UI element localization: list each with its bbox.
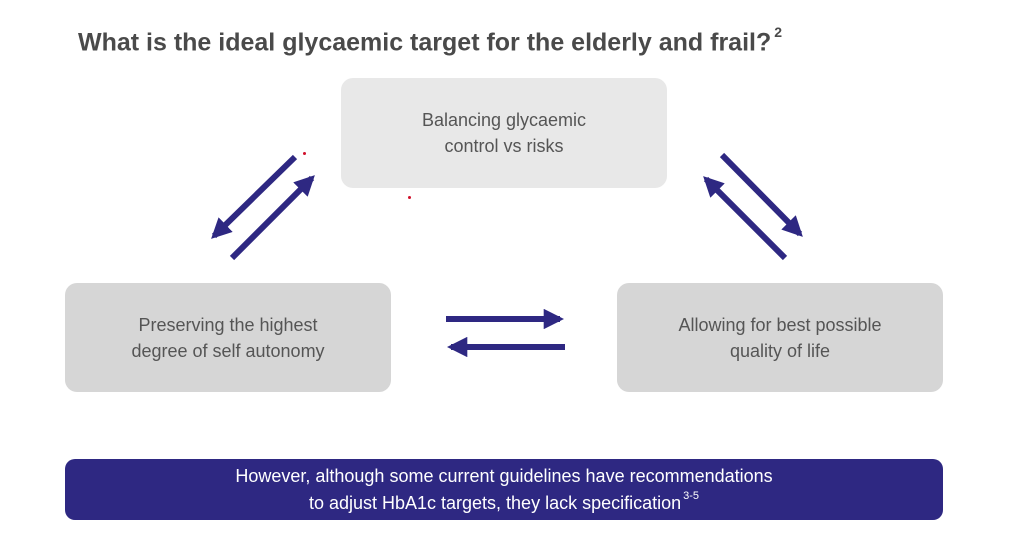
double-arrow-right-icon [703, 152, 803, 261]
double-arrow-left-icon [211, 154, 315, 261]
arrow-to-left-box [211, 154, 298, 239]
banner-line1: However, although some current guideline… [235, 465, 773, 486]
arrow-to-top-box-left [229, 175, 315, 261]
arrow-to-right-box [719, 152, 803, 237]
node-self-autonomy: Preserving the highest degree of self au… [65, 283, 391, 392]
node-label-line2: control vs risks [444, 136, 564, 156]
page-title: What is the ideal glycaemic target for t… [78, 24, 782, 57]
banner-reference: 3-5 [683, 489, 700, 502]
red-dot-marker [408, 196, 411, 199]
node-label-line1: Preserving the highest [138, 314, 318, 335]
node-label-line2: quality of life [729, 340, 831, 361]
arrow-to-top-box-right [703, 176, 788, 261]
title-reference: 2 [774, 24, 783, 40]
double-arrow-bottom-icon [446, 308, 565, 358]
node-label-line1: Balancing glycaemic [421, 110, 587, 130]
title-text: What is the ideal glycaemic target for t… [78, 28, 772, 57]
banner-line2: to adjust HbA1c targets, they lack speci… [308, 492, 682, 513]
node-label-line2: degree of self autonomy [131, 340, 325, 361]
red-dot-marker [303, 152, 306, 155]
banner-line2-wrap: to adjust HbA1c targets, they lack speci… [235, 488, 772, 515]
conclusion-banner: However, although some current guideline… [65, 459, 943, 520]
node-label-line1: Allowing for best possible [678, 314, 882, 335]
node-quality-of-life: Allowing for best possible quality of li… [617, 283, 943, 392]
node-balancing-control: Balancing glycaemic control vs risks [341, 78, 667, 188]
